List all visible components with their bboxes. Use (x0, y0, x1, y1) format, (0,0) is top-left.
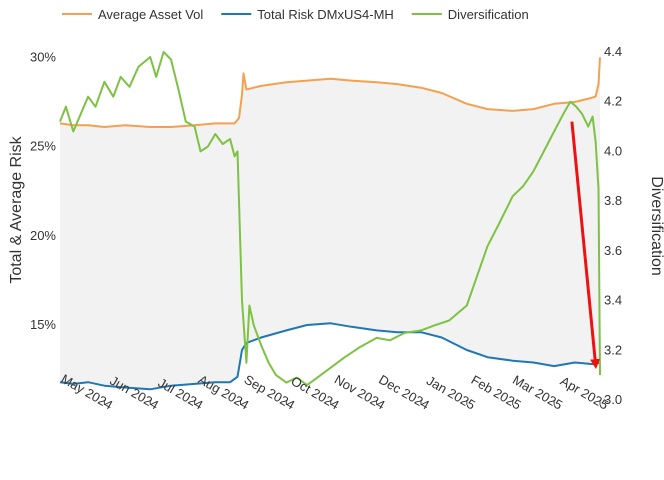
y-tick-label: 20% (30, 228, 56, 243)
risk-band-fill (60, 57, 600, 390)
y-tick-label: 30% (30, 49, 56, 64)
legend-item-total-risk-dmxus4-mh[interactable]: Total Risk DMxUS4-MH (221, 7, 394, 22)
y2-tick-label: 3.0 (604, 392, 622, 407)
x-tick-label: Jan 2025 (424, 373, 478, 413)
y2-tick-label: 4.2 (604, 94, 622, 109)
x-tick-label: Dec 2024 (376, 372, 432, 413)
y2-axis-title: Diversification (648, 176, 664, 276)
x-tick-label: Sep 2024 (242, 372, 298, 413)
y2-tick-label: 4.4 (604, 44, 622, 59)
y2-tick-label: 3.4 (604, 293, 622, 308)
series-line-diversification (59, 51, 601, 387)
annotation-arrow-0 (570, 121, 601, 370)
y-tick-label: 25% (30, 139, 56, 154)
legend-label: Total Risk DMxUS4-MH (257, 7, 394, 22)
legend-item-diversification[interactable]: Diversification (411, 7, 529, 22)
y2-tick-label: 3.2 (604, 342, 622, 357)
series-line-average-asset-vol (59, 57, 601, 128)
y-tick-label: 15% (30, 317, 56, 332)
legend-label: Diversification (448, 7, 529, 22)
legend-item-average-asset-vol[interactable]: Average Asset Vol (62, 7, 203, 22)
y2-tick-label: 3.8 (604, 193, 622, 208)
y-axis-title: Total & Average Risk (8, 135, 25, 283)
legend-label: Average Asset Vol (98, 7, 203, 22)
y2-tick-label: 4.0 (604, 143, 622, 158)
series-line-total-risk-dmxus4-mh (59, 322, 601, 391)
y2-tick-label: 3.6 (604, 243, 622, 258)
